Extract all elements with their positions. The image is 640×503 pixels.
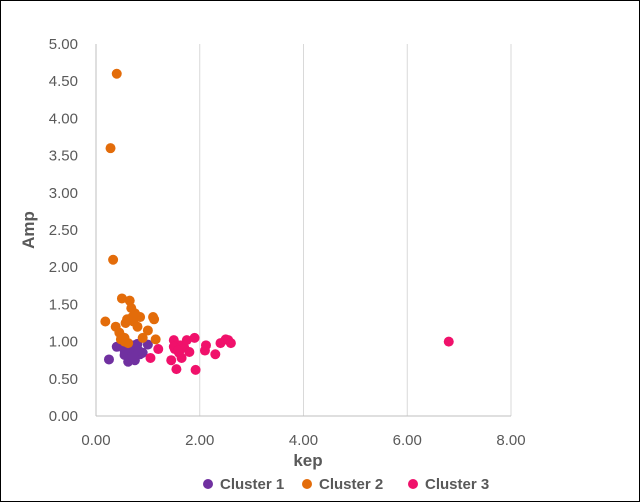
data-point-cluster-3 [166, 355, 177, 366]
gridlines [199, 44, 512, 416]
legend-marker-cluster-1 [203, 479, 213, 489]
legend-marker-cluster-2 [302, 479, 312, 489]
data-point-cluster-3 [190, 364, 201, 375]
data-point-cluster-3 [171, 364, 182, 375]
data-points [100, 68, 454, 375]
data-point-cluster-2 [111, 68, 122, 79]
legend-label-cluster-1: Cluster 1 [220, 476, 284, 493]
x-tick-label: 2.00 [185, 432, 214, 449]
y-tick-label: 2.50 [49, 222, 78, 239]
data-point-cluster-2 [149, 314, 160, 325]
data-point-cluster-2 [108, 254, 119, 265]
data-point-cluster-2 [100, 316, 111, 327]
data-point-cluster-3 [184, 347, 195, 358]
y-tick-label: 2.00 [49, 259, 78, 276]
y-tick-label: 4.00 [49, 110, 78, 127]
data-point-cluster-2 [129, 308, 140, 319]
legend-label-cluster-2: Cluster 2 [319, 476, 383, 493]
data-point-cluster-2 [132, 321, 143, 332]
data-point-cluster-2 [124, 295, 135, 306]
tick-labels: 0.00 0.50 1.00 1.50 2.00 2.50 3.00 3.50 4.00 4.50… [49, 36, 526, 449]
legend-label-cluster-3: Cluster 3 [425, 476, 489, 493]
data-point-cluster-1 [133, 345, 144, 356]
data-point-cluster-2 [105, 143, 116, 154]
data-point-cluster-3 [210, 349, 221, 360]
y-tick-label: 3.50 [49, 148, 78, 165]
y-tick-label: 1.50 [49, 296, 78, 313]
x-tick-label: 0.00 [81, 432, 110, 449]
data-point-cluster-2 [116, 293, 127, 304]
x-axis-title: kep [293, 451, 322, 470]
y-tick-label: 0.00 [49, 408, 78, 425]
data-point-cluster-1 [103, 354, 114, 365]
axes [95, 44, 511, 417]
data-point-cluster-1 [128, 352, 139, 363]
data-point-cluster-2 [137, 332, 148, 343]
data-point-cluster-3 [189, 332, 200, 343]
legend-marker-cluster-3 [408, 479, 418, 489]
data-point-cluster-3 [181, 335, 192, 346]
y-tick-label: 1.00 [49, 334, 78, 351]
y-axis-title: Amp [19, 211, 38, 249]
data-point-cluster-2 [142, 325, 153, 336]
x-tick-label: 8.00 [496, 432, 525, 449]
data-point-cluster-3 [443, 336, 454, 347]
y-tick-label: 5.00 [49, 36, 78, 53]
legend: Cluster 1 Cluster 2 Cluster 3 [203, 476, 489, 493]
data-point-cluster-3 [145, 352, 156, 363]
data-point-cluster-3 [176, 352, 187, 363]
y-tick-label: 3.00 [49, 185, 78, 202]
x-tick-label: 6.00 [393, 432, 422, 449]
data-point-cluster-3 [200, 340, 211, 351]
data-point-cluster-2 [115, 334, 126, 345]
data-point-cluster-3 [172, 345, 183, 356]
data-point-cluster-2 [150, 334, 161, 345]
data-point-cluster-3 [225, 338, 236, 349]
y-tick-label: 0.50 [49, 371, 78, 388]
y-tick-label: 4.50 [49, 73, 78, 90]
x-tick-label: 4.00 [289, 432, 318, 449]
data-point-cluster-3 [153, 344, 164, 355]
